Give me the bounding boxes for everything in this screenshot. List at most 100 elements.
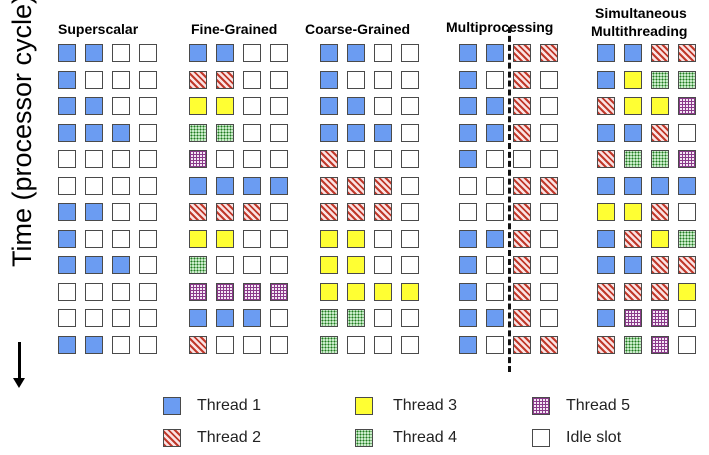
slot-idle [216, 150, 234, 168]
slot-thread-3 [347, 282, 365, 301]
slot-idle [85, 176, 103, 195]
slot-thread-1 [189, 176, 207, 195]
slot-thread-1 [189, 309, 207, 327]
slot-thread-1 [597, 229, 615, 248]
slot-idle [270, 229, 288, 248]
slot-idle [139, 97, 157, 115]
slot-idle [216, 256, 234, 274]
slot-idle [85, 229, 103, 248]
slot-thread-1 [486, 97, 504, 115]
slot-idle [540, 123, 558, 142]
slot-thread-1 [85, 203, 103, 221]
slot-thread-5 [189, 282, 207, 301]
slot-idle [401, 150, 419, 168]
slot-idle [374, 309, 392, 327]
slot-idle [540, 203, 558, 221]
slot-idle [540, 97, 558, 115]
slot-thread-1 [374, 123, 392, 142]
legend-label: Thread 3 [393, 397, 458, 414]
slot-thread-1 [347, 97, 365, 115]
slot-idle [401, 203, 419, 221]
slot-thread-2 [513, 256, 531, 274]
slot-idle [112, 282, 130, 301]
slot-idle [112, 176, 130, 195]
slot-thread-5 [624, 309, 642, 327]
slot-idle [139, 229, 157, 248]
slot-thread-1 [459, 256, 477, 274]
legend-swatch [163, 429, 181, 447]
slot-thread-1 [678, 176, 696, 195]
slot-thread-2 [320, 203, 338, 221]
slot-idle [139, 70, 157, 89]
slot-idle [112, 70, 130, 89]
slot-thread-5 [678, 150, 696, 168]
slot-idle [401, 44, 419, 62]
slot-thread-3 [347, 256, 365, 274]
slot-idle [347, 150, 365, 168]
slot-idle [347, 335, 365, 354]
slot-thread-1 [58, 70, 76, 89]
slot-idle [112, 150, 130, 168]
slot-thread-3 [374, 282, 392, 301]
slot-idle [540, 150, 558, 168]
title-superscalar: Superscalar [58, 21, 139, 37]
slot-thread-2 [513, 44, 531, 62]
slot-idle [58, 176, 76, 195]
title-coarse-grained: Coarse-Grained [305, 21, 411, 37]
slot-idle [270, 309, 288, 327]
slot-idle [243, 335, 261, 354]
slot-thread-4 [320, 309, 338, 327]
slot-idle [112, 44, 130, 62]
slot-thread-2 [189, 203, 207, 221]
slot-thread-4 [624, 150, 642, 168]
slot-thread-2 [540, 176, 558, 195]
slot-thread-1 [486, 229, 504, 248]
slot-thread-4 [678, 70, 696, 89]
time-arrow-icon [13, 342, 25, 388]
slot-thread-1 [486, 309, 504, 327]
slot-idle [139, 150, 157, 168]
slot-thread-2 [597, 335, 615, 354]
slot-thread-1 [459, 309, 477, 327]
slot-idle [401, 97, 419, 115]
slot-thread-2 [651, 203, 669, 221]
slot-idle [243, 150, 261, 168]
slot-thread-1 [112, 256, 130, 274]
slot-thread-4 [189, 123, 207, 142]
slot-idle [85, 150, 103, 168]
slot-thread-1 [320, 44, 338, 62]
slot-thread-2 [320, 150, 338, 168]
slot-thread-2 [651, 44, 669, 62]
slot-thread-1 [597, 70, 615, 89]
slot-thread-1 [243, 176, 261, 195]
slot-idle [112, 203, 130, 221]
slot-thread-2 [513, 309, 531, 327]
slot-thread-4 [347, 309, 365, 327]
slot-thread-2 [216, 203, 234, 221]
title-fine-grained: Fine-Grained [191, 21, 278, 37]
slot-idle [486, 256, 504, 274]
legend-swatch [532, 429, 550, 447]
slot-idle [540, 282, 558, 301]
slot-thread-2 [624, 229, 642, 248]
slot-thread-2 [513, 70, 531, 89]
slot-thread-5 [189, 150, 207, 168]
slot-idle [540, 70, 558, 89]
slot-idle [374, 256, 392, 274]
slot-thread-3 [216, 229, 234, 248]
slot-thread-3 [597, 203, 615, 221]
slot-thread-2 [597, 282, 615, 301]
slot-idle [270, 97, 288, 115]
slot-idle [85, 309, 103, 327]
slot-thread-1 [459, 335, 477, 354]
slot-idle [347, 70, 365, 89]
slot-thread-1 [85, 335, 103, 354]
slot-thread-1 [597, 123, 615, 142]
slot-thread-1 [58, 256, 76, 274]
slot-idle [486, 203, 504, 221]
slot-thread-1 [58, 229, 76, 248]
slot-thread-3 [320, 282, 338, 301]
slot-thread-3 [651, 229, 669, 248]
slot-thread-1 [320, 97, 338, 115]
slot-idle [270, 70, 288, 89]
